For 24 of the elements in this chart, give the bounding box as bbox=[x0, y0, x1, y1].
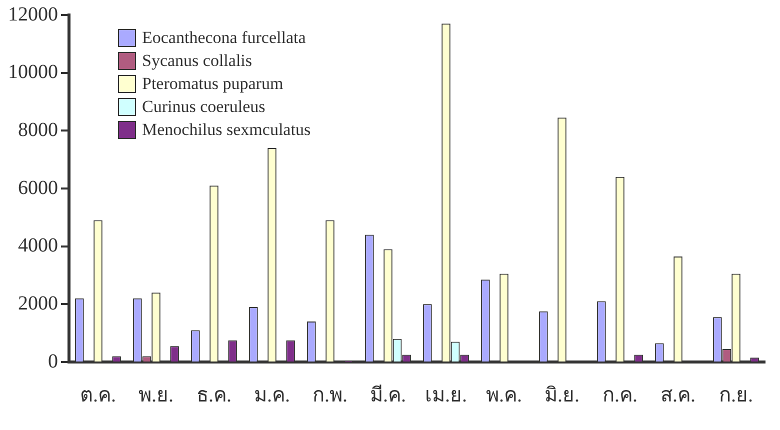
x-tick-label: ส.ค. bbox=[660, 384, 696, 406]
y-tick-label: 2000 bbox=[18, 292, 58, 314]
x-tick-label: ก.ย. bbox=[719, 384, 753, 406]
x-tick-label: ก.พ. bbox=[312, 384, 348, 406]
legend-label: Menochilus sexmculatus bbox=[142, 119, 311, 141]
x-tick-label: เม.ย. bbox=[425, 384, 467, 406]
x-tick-label: มี.ค. bbox=[370, 384, 406, 406]
x-tick-label: พ.ย. bbox=[138, 384, 174, 406]
y-tick-label: 0 bbox=[48, 350, 58, 372]
legend-label: Eocanthecona furcellata bbox=[142, 27, 306, 49]
legend-label: Sycanus collalis bbox=[142, 50, 252, 72]
y-tick-label: 6000 bbox=[18, 176, 58, 199]
legend-label: Curinus coeruleus bbox=[142, 96, 266, 118]
legend-label: Pteromatus puparum bbox=[142, 73, 284, 95]
x-tick-label: ต.ค. bbox=[80, 384, 116, 406]
x-tick-label: พ.ค. bbox=[486, 384, 522, 406]
x-tick-label: ธ.ค. bbox=[196, 384, 232, 406]
y-tick-label: 12000 bbox=[8, 3, 58, 26]
x-tick-label: ก.ค. bbox=[602, 384, 638, 406]
x-tick-label: มิ.ย. bbox=[544, 384, 580, 406]
y-tick-label: 4000 bbox=[18, 234, 58, 257]
x-tick-label: ม.ค. bbox=[254, 384, 290, 406]
y-tick-label: 8000 bbox=[18, 118, 58, 141]
y-tick-label: 10000 bbox=[8, 61, 58, 84]
